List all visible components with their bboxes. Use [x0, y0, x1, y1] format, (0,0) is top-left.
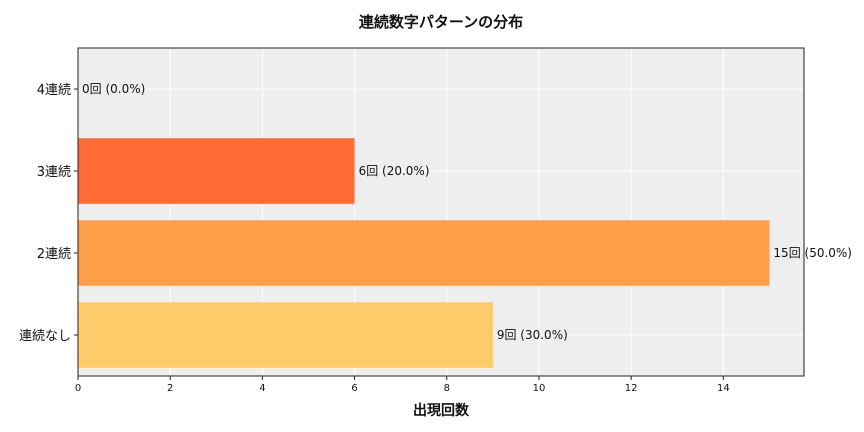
x-axis-label: 出現回数: [413, 402, 470, 419]
bars: [78, 138, 770, 368]
data-label: 9回 (30.0%): [497, 328, 568, 342]
y-tick-label: 連続なし: [19, 329, 71, 344]
data-label: 15回 (50.0%): [773, 246, 852, 260]
data-label: 0回 (0.0%): [82, 82, 145, 96]
x-tick-label: 6: [351, 383, 357, 394]
bar-2: [78, 220, 770, 286]
bar-1: [78, 138, 355, 204]
x-tick-label: 2: [167, 383, 173, 394]
bar-3: [78, 302, 493, 368]
x-tick-label: 0: [75, 383, 81, 394]
data-labels: 0回 (0.0%) 6回 (20.0%) 15回 (50.0%) 9回 (30.0%): [82, 82, 852, 342]
plot-frame: [77, 47, 805, 377]
x-tick-label: 4: [259, 383, 265, 394]
x-tick-label: 8: [444, 383, 450, 394]
chart-title: 連続数字パターンの分布: [359, 13, 523, 31]
x-tick-label: 10: [533, 383, 546, 394]
y-tick-label: 2連続: [37, 247, 71, 262]
y-tick-label: 3連続: [37, 165, 71, 180]
data-label: 6回 (20.0%): [359, 164, 430, 178]
x-axis-ticks: 0 2 4 6 8 10 12 14: [75, 376, 730, 394]
x-tick-label: 14: [717, 383, 730, 394]
y-tick-label: 4連続: [37, 83, 71, 98]
x-tick-label: 12: [625, 383, 638, 394]
